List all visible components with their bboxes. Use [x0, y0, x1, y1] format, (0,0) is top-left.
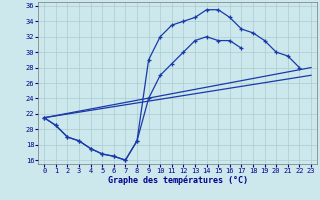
- X-axis label: Graphe des températures (°C): Graphe des températures (°C): [108, 176, 248, 185]
